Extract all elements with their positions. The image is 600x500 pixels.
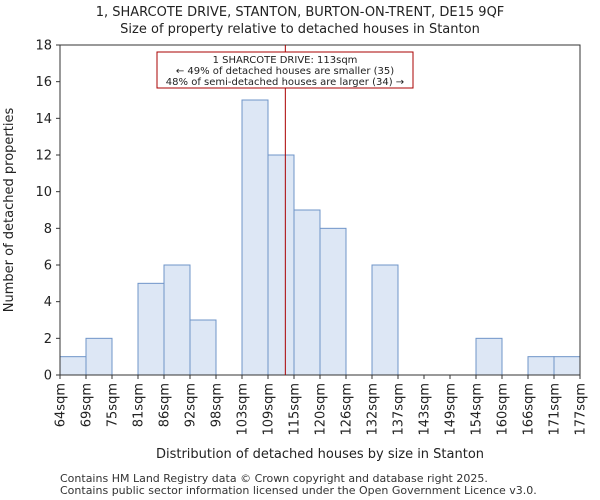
x-axis-label: Distribution of detached houses by size …	[156, 447, 484, 462]
x-tick-label: 98sqm	[210, 383, 225, 427]
x-tick-label: 160sqm	[496, 383, 511, 436]
bar-154sqm	[475, 337, 503, 376]
bar-103sqm	[241, 99, 269, 376]
x-tick-label: 64sqm	[54, 383, 69, 427]
annotation-line-2: ← 49% of detached houses are smaller (35…	[176, 66, 394, 77]
bar-92sqm	[189, 319, 217, 376]
y-tick-label: 4	[44, 295, 52, 310]
x-tick-label: 143sqm	[418, 383, 433, 436]
chart-title: 1, SHARCOTE DRIVE, STANTON, BURTON-ON-TR…	[96, 5, 505, 20]
x-tick-label: 149sqm	[444, 383, 459, 436]
y-tick-label: 12	[35, 149, 52, 164]
y-tick-label: 6	[44, 259, 52, 274]
annotation-line-1: 1 SHARCOTE DRIVE: 113sqm	[213, 55, 358, 66]
x-tick-label: 103sqm	[236, 383, 251, 436]
annotation-box: 1 SHARCOTE DRIVE: 113sqm ← 49% of detach…	[156, 51, 414, 89]
bar-109sqm	[267, 154, 295, 376]
bars-group	[59, 99, 581, 376]
x-tick-label: 86sqm	[158, 383, 173, 427]
x-tick-label: 177sqm	[574, 383, 589, 436]
chart-subtitle: Size of property relative to detached ho…	[120, 22, 480, 37]
x-tick-label: 132sqm	[366, 383, 381, 436]
y-tick-label: 8	[44, 222, 52, 237]
bar-81sqm	[137, 282, 165, 376]
footer-line-1: Contains HM Land Registry data © Crown c…	[60, 472, 488, 485]
x-tick-label: 92sqm	[184, 383, 199, 427]
bar-120sqm	[319, 227, 347, 376]
bar-69sqm	[85, 337, 113, 376]
y-tick-label: 2	[44, 332, 52, 347]
x-tick-label: 120sqm	[314, 383, 329, 436]
bar-115sqm	[293, 209, 321, 376]
x-tick-label: 81sqm	[132, 383, 147, 427]
bar-86sqm	[163, 264, 191, 376]
plot-frame	[59, 44, 581, 376]
y-tick-label: 14	[35, 112, 52, 127]
y-tick-label: 10	[35, 185, 52, 200]
y-axis: 0 2 4 6 8 10 12 14 16 18	[35, 39, 60, 384]
bar-171sqm	[553, 356, 581, 376]
x-tick-label: 171sqm	[548, 383, 563, 436]
x-tick-label: 69sqm	[80, 383, 95, 427]
y-axis-label: Number of detached properties	[2, 108, 17, 313]
bar-166sqm	[527, 356, 555, 376]
annotation-frame	[156, 51, 414, 89]
x-tick-label: 126sqm	[340, 383, 355, 436]
footer-line-2: Contains public sector information licen…	[60, 484, 537, 497]
x-axis: 64sqm 69sqm 75sqm 81sqm 86sqm 92sqm 98sqm 103sq…	[54, 375, 589, 436]
y-tick-label: 16	[35, 75, 52, 90]
y-tick-label: 0	[44, 369, 52, 384]
bar-64sqm	[59, 356, 87, 376]
x-tick-label: 115sqm	[288, 383, 303, 436]
x-tick-label: 154sqm	[470, 383, 485, 436]
x-tick-label: 137sqm	[392, 383, 407, 436]
x-tick-label: 75sqm	[106, 383, 121, 427]
y-tick-label: 18	[35, 39, 52, 54]
x-tick-label: 166sqm	[522, 383, 537, 436]
annotation-line-3: 48% of semi-detached houses are larger (…	[166, 77, 404, 88]
bar-132sqm	[371, 264, 399, 376]
x-tick-label: 109sqm	[262, 383, 277, 436]
